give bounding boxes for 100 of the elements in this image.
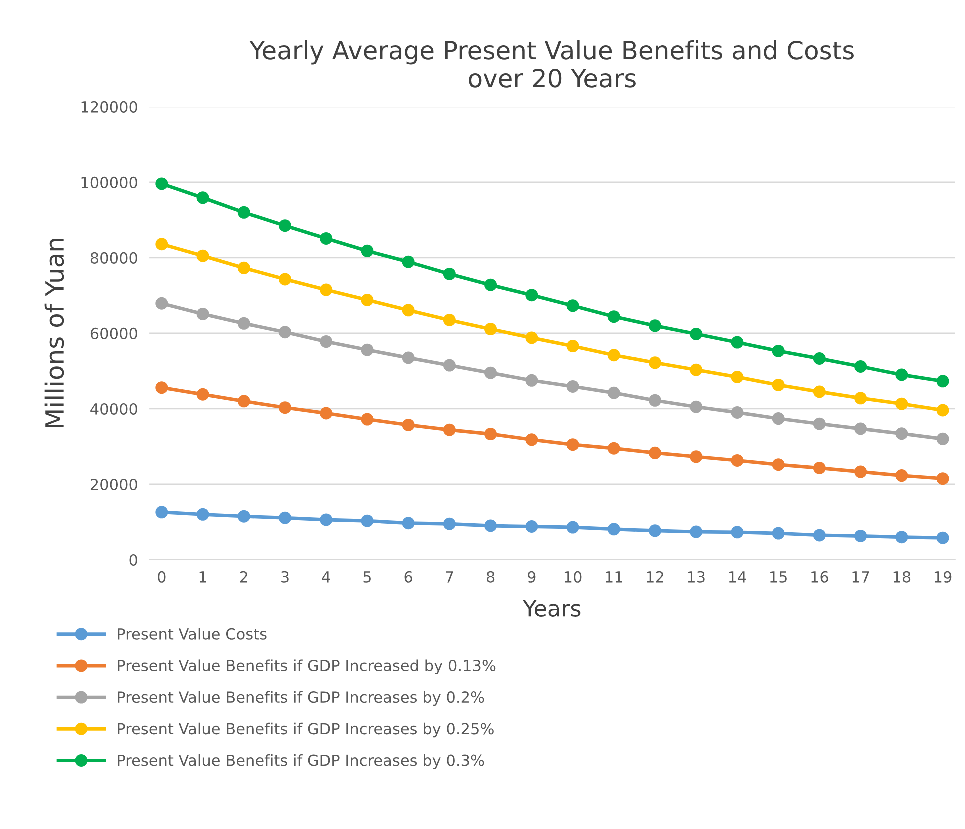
point [278, 273, 292, 286]
point [896, 398, 908, 410]
point [443, 424, 456, 436]
legend-label: Present Value Benefits if GDP Increases by 0.2% [118, 691, 484, 706]
point [648, 524, 662, 538]
point [566, 340, 580, 353]
x-axis-title: Years [523, 600, 581, 617]
point [443, 518, 456, 530]
point [156, 297, 168, 310]
point [238, 206, 250, 219]
point [320, 232, 333, 245]
point [608, 310, 620, 324]
x-tick-label: 7 [446, 572, 454, 583]
x-tick-label: 2 [240, 571, 248, 583]
x-tick-label: 3 [282, 571, 289, 583]
point [854, 466, 868, 478]
point [443, 359, 456, 372]
point [813, 352, 826, 366]
y-tick-label: 80000 [90, 252, 138, 264]
point [196, 508, 210, 521]
point [278, 326, 292, 339]
point [936, 532, 950, 544]
y-axis-title: Millions of Yuan [44, 239, 64, 428]
point [196, 192, 210, 204]
point [443, 314, 456, 326]
chart-title: Yearly Average Present Value Benefits and Costs over 20 Years [250, 40, 854, 88]
point [361, 413, 374, 426]
y-tick-label: 100000 [82, 176, 138, 188]
point [896, 368, 908, 382]
legend-label: Present Value Costs [118, 628, 267, 640]
legend-label: Present Value Benefits if GDP Increased by 0.13% [118, 660, 496, 674]
point [443, 268, 456, 280]
point [484, 323, 498, 336]
point [608, 349, 620, 362]
x-tick-label: 12 [647, 571, 664, 583]
x-tick-label: 10 [564, 571, 582, 583]
point [526, 434, 538, 446]
point [690, 526, 703, 538]
y-tick-label: 60000 [90, 328, 138, 340]
point [361, 344, 374, 356]
point [854, 360, 868, 373]
legend-label: Present Value Benefits if GDP Increases by 0.25% [118, 722, 494, 738]
point [772, 458, 785, 472]
point [772, 412, 785, 426]
point [238, 262, 250, 274]
y-tick-label: 120000 [82, 101, 138, 113]
point [402, 304, 415, 317]
x-tick-label: 13 [688, 571, 705, 583]
x-tick-label: 11 [606, 572, 622, 583]
x-tick-label: 8 [486, 571, 495, 583]
point [731, 336, 744, 349]
point [772, 527, 785, 540]
x-tick-label: 5 [364, 572, 371, 583]
point [896, 531, 908, 544]
x-tick-label: 19 [934, 571, 952, 583]
x-tick-label: 9 [528, 571, 536, 583]
point [566, 300, 580, 312]
point [731, 526, 744, 539]
point [648, 320, 662, 332]
point [608, 442, 620, 455]
point [278, 512, 292, 524]
point [813, 386, 826, 398]
point [896, 428, 908, 440]
point [402, 256, 415, 268]
y-tick-label: 0 [130, 554, 138, 566]
x-tick-label: 18 [894, 571, 911, 583]
point [690, 364, 703, 376]
point [320, 407, 333, 420]
point [484, 520, 498, 532]
y-tick-label: 40000 [90, 403, 138, 415]
x-tick-label: 17 [852, 572, 870, 583]
point [156, 178, 168, 190]
point [361, 244, 374, 258]
point [566, 438, 580, 452]
point [731, 371, 744, 384]
point [238, 395, 250, 408]
point [813, 529, 826, 542]
point [936, 472, 950, 486]
point [238, 510, 250, 523]
point [484, 366, 498, 380]
point [361, 514, 374, 528]
point [526, 332, 538, 344]
point [731, 406, 744, 419]
x-tick-label: 6 [404, 571, 412, 583]
point [854, 422, 868, 436]
point [196, 250, 210, 262]
point [690, 400, 703, 414]
x-tick-label: 4 [322, 572, 330, 583]
point [648, 394, 662, 407]
point [402, 517, 415, 530]
point [278, 220, 292, 232]
legend-label: Present Value Benefits if GDP Increases by 0.3% [118, 754, 484, 770]
point [196, 388, 210, 401]
x-tick-label: 0 [158, 571, 166, 583]
point [648, 356, 662, 370]
point [731, 454, 744, 467]
point [278, 402, 292, 414]
point [608, 523, 620, 536]
point [690, 450, 703, 464]
x-tick-label: 15 [770, 572, 787, 583]
